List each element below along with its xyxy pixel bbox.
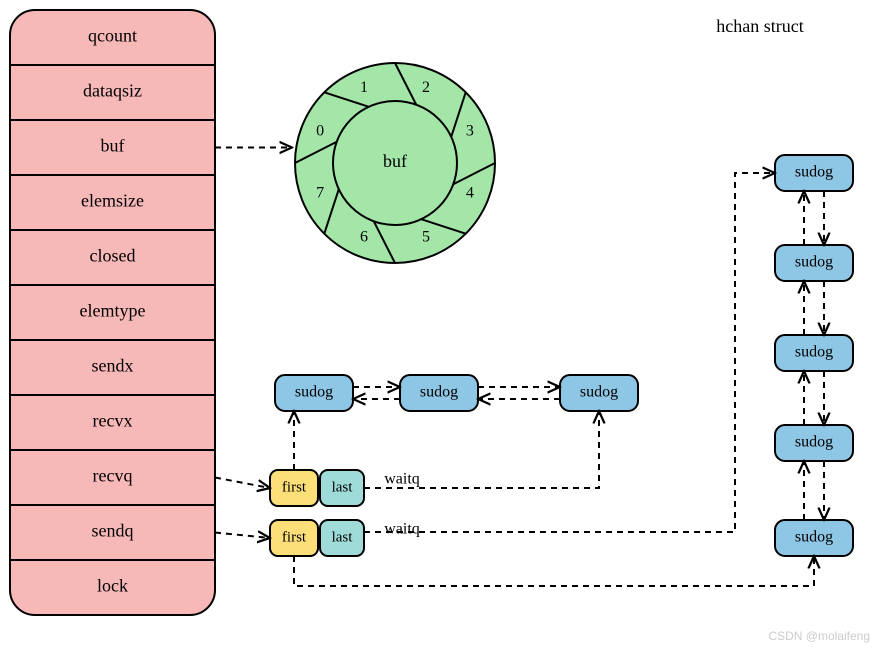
ring-slot-3: 3 — [466, 123, 474, 140]
sendq-last-arrow — [294, 556, 814, 586]
sendq-arrow — [215, 533, 270, 539]
sendq-last-label: last — [332, 529, 354, 545]
sudog-v-1-label: sudog — [795, 254, 833, 271]
struct-field-recvq: recvq — [93, 466, 133, 486]
ring-slot-2: 2 — [422, 79, 430, 96]
sendq-first-label: first — [282, 529, 307, 545]
page-title: hchan struct — [716, 16, 803, 36]
ring-slot-5: 5 — [422, 229, 430, 246]
ring-slot-0: 0 — [316, 123, 324, 140]
struct-field-lock: lock — [97, 576, 128, 596]
ring-slot-6: 6 — [360, 229, 368, 246]
ring-slot-1: 1 — [360, 79, 368, 96]
ring-slot-4: 4 — [466, 185, 474, 202]
last-label: last — [332, 479, 354, 495]
sudog-h-0-label: sudog — [295, 384, 333, 401]
waitq-label: waitq — [384, 471, 420, 488]
struct-field-buf: buf — [101, 136, 125, 156]
struct-field-closed: closed — [90, 246, 136, 266]
sudog-v-2-label: sudog — [795, 344, 833, 361]
watermark: CSDN @molaifeng — [768, 629, 870, 643]
sudog-v-0-label: sudog — [795, 164, 833, 181]
struct-field-qcount: qcount — [88, 26, 137, 46]
struct-field-recvx: recvx — [93, 411, 133, 431]
sudog-h-1-label: sudog — [420, 384, 458, 401]
sendq-waitq-label: waitq — [384, 521, 420, 538]
ring-slot-7: 7 — [316, 185, 324, 202]
diagram-canvas: hchan struct qcount dataqsiz buf elemsize clo… — [0, 0, 882, 651]
struct-field-elemtype: elemtype — [80, 301, 146, 321]
ring-label: buf — [383, 151, 407, 171]
recvq-arrow — [215, 478, 270, 489]
struct-field-sendq: sendq — [92, 521, 134, 541]
struct-field-dataqsiz: dataqsiz — [83, 81, 142, 101]
sudog-v-4-label: sudog — [795, 529, 833, 546]
struct-field-sendx: sendx — [92, 356, 134, 376]
sudog-h-2-label: sudog — [580, 384, 618, 401]
struct-field-elemsize: elemsize — [81, 191, 144, 211]
sudog-v-3-label: sudog — [795, 434, 833, 451]
first-label: first — [282, 479, 307, 495]
